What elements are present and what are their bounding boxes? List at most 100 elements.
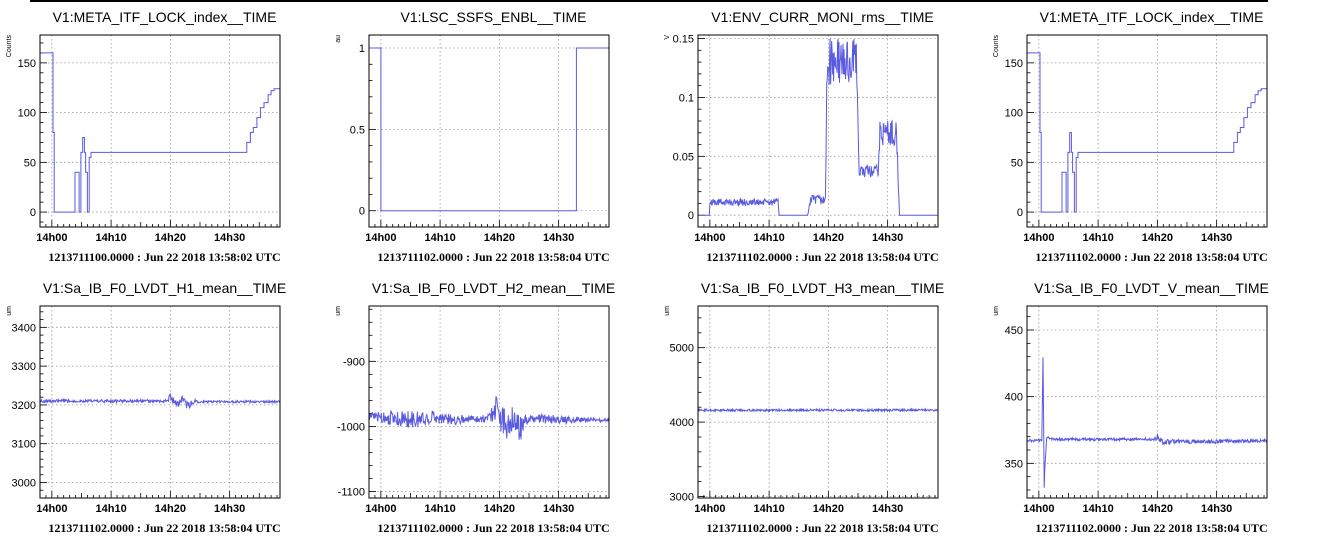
- x-tick-label: 14h00: [36, 503, 67, 515]
- x-tick-label: 14h30: [1201, 503, 1232, 515]
- grid: [1027, 306, 1267, 498]
- chart-title: V1:Sa_IB_F0_LVDT_H3_mean__TIME: [700, 280, 945, 296]
- y-tick-label: -1100: [338, 486, 365, 498]
- y-tick-label: 350: [1005, 458, 1023, 470]
- y-tick-label: 3000: [670, 492, 694, 504]
- x-tick-label: 14h20: [155, 503, 186, 515]
- plot-frame: [368, 305, 610, 499]
- series-line: [697, 407, 939, 414]
- x-tick-label: 14h20: [813, 503, 844, 515]
- x-tick-label: 14h00: [1023, 232, 1054, 244]
- chart-plot: 0 0.5 1 14h00 14h10 14h20 14h30 au: [335, 34, 610, 244]
- axis-ticks: [39, 42, 278, 227]
- y-tick-label: 3100: [12, 439, 36, 451]
- chart-plot: 0 0.05 0.1 0.15 14h00 14h10 14h20 14h30 V: [664, 34, 939, 244]
- chart-timestamp: 1213711102.0000 : Jun 22 2018 13:58:04 U…: [706, 250, 939, 264]
- chart-title: V1:Sa_IB_F0_LVDT_H1_mean__TIME: [42, 280, 287, 296]
- chart-timestamp: 1213711102.0000 : Jun 22 2018 13:58:04 U…: [377, 521, 610, 535]
- axis-ticks: [697, 38, 936, 228]
- axis-ticks: [1026, 316, 1265, 498]
- y-tick-label: 1: [359, 43, 365, 55]
- x-tick-label: 14h10: [96, 232, 127, 244]
- y-tick-label: 3400: [12, 322, 36, 334]
- y-axis-label: um: [664, 306, 671, 316]
- x-tick-label: 14h30: [214, 232, 245, 244]
- grid: [698, 35, 938, 227]
- y-tick-label: 100: [1005, 108, 1023, 120]
- chart-timestamp: 1213711102.0000 : Jun 22 2018 13:58:04 U…: [706, 521, 939, 535]
- chart-title: V1:META_ITF_LOCK_index__TIME: [52, 9, 277, 25]
- x-tick-label: 14h20: [813, 232, 844, 244]
- grid: [698, 306, 938, 498]
- series-line: [1027, 52, 1267, 213]
- series-line: [369, 47, 609, 212]
- y-tick-label: 3000: [12, 477, 36, 489]
- y-tick-label: 0: [30, 207, 36, 219]
- chart-plot: 0 50 100 150 14h00 14h10 14h20 14h30 Counts: [993, 34, 1268, 244]
- y-axis-label: um: [6, 306, 13, 316]
- x-tick-label: 14h20: [1142, 503, 1173, 515]
- y-tick-label: 3200: [12, 400, 36, 412]
- y-tick-label: 150: [1005, 58, 1023, 70]
- chart-plot: 3000 4000 5000 14h00 14h10 14h20 14h30 um: [664, 305, 939, 515]
- chart-title: V1:Sa_IB_F0_LVDT_H2_mean__TIME: [371, 280, 616, 296]
- axis-ticks: [1026, 42, 1265, 227]
- y-tick-label: 3300: [12, 361, 36, 373]
- x-tick-label: 14h20: [484, 232, 515, 244]
- grid: [1027, 35, 1267, 227]
- y-tick-label: 0.15: [673, 34, 694, 46]
- chart-title: V1:ENV_CURR_MONI_rms__TIME: [711, 9, 934, 25]
- y-axis-label: au: [335, 35, 342, 43]
- x-tick-label: 14h10: [754, 232, 785, 244]
- y-tick-label: 0: [688, 210, 694, 222]
- chart-panel: V1:ENV_CURR_MONI_rms__TIME 0 0.05 0.1 0.15 1…: [658, 0, 987, 271]
- chart-panel: V1:LSC_SSFS_ENBL__TIME 0 0.5 1 14h00 14h10 14…: [329, 0, 658, 271]
- series-line: [368, 396, 610, 440]
- chart-panel: V1:Sa_IB_F0_LVDT_H2_mean__TIME -1100 -100…: [329, 271, 658, 542]
- plot-frame: [1026, 305, 1268, 499]
- axis-ticks: [368, 308, 607, 498]
- x-tick-label: 14h00: [1023, 503, 1054, 515]
- y-tick-label: 4000: [670, 417, 694, 429]
- plot-frame: [697, 305, 939, 499]
- chart-title: V1:LSC_SSFS_ENBL__TIME: [400, 9, 587, 25]
- y-tick-label: 50: [24, 157, 36, 169]
- x-tick-label: 14h00: [365, 232, 396, 244]
- y-tick-label: 450: [1005, 325, 1023, 337]
- chart-timestamp: 1213711102.0000 : Jun 22 2018 13:58:04 U…: [377, 250, 610, 264]
- y-tick-label: 400: [1005, 392, 1023, 404]
- grid: [369, 35, 609, 227]
- plot-frame: [1026, 34, 1268, 228]
- chart-title: V1:META_ITF_LOCK_index__TIME: [1039, 9, 1264, 25]
- series-line: [698, 38, 938, 216]
- chart-panel: V1:Sa_IB_F0_LVDT_H3_mean__TIME 3000 4000 5…: [658, 271, 987, 542]
- chart-plot: 350 400 450 14h00 14h10 14h20 14h30 um: [993, 305, 1268, 515]
- x-tick-label: 14h30: [872, 232, 903, 244]
- x-tick-label: 14h00: [365, 503, 396, 515]
- chart-title: V1:Sa_IB_F0_LVDT_V_mean__TIME: [1034, 280, 1269, 296]
- series-line: [40, 52, 280, 213]
- x-tick-label: 14h10: [96, 503, 127, 515]
- x-tick-label: 14h20: [155, 232, 186, 244]
- chart-panel: V1:Sa_IB_F0_LVDT_V_mean__TIME 350 400 450 1…: [987, 271, 1316, 542]
- x-tick-label: 14h00: [694, 503, 725, 515]
- x-tick-label: 14h10: [754, 503, 785, 515]
- chart-plot: -1100 -1000 -900 14h00 14h10 14h20 14h30 um: [335, 305, 610, 515]
- plot-frame: [39, 305, 281, 499]
- y-tick-label: -900: [343, 356, 365, 368]
- plot-frame: [697, 34, 939, 228]
- x-tick-label: 14h10: [1083, 503, 1114, 515]
- x-tick-label: 14h10: [425, 232, 456, 244]
- y-axis-label: um: [993, 306, 1000, 316]
- y-tick-label: 0: [1017, 207, 1023, 219]
- x-tick-label: 14h20: [484, 503, 515, 515]
- grid: [369, 306, 609, 498]
- chart-timestamp: 1213711102.0000 : Jun 22 2018 13:58:04 U…: [48, 521, 281, 535]
- chart-panel: V1:META_ITF_LOCK_index__TIME 0 50 100 150 14…: [0, 0, 329, 271]
- x-tick-label: 14h10: [425, 503, 456, 515]
- x-tick-label: 14h00: [694, 232, 725, 244]
- axis-ticks: [368, 47, 607, 228]
- series-line: [1026, 357, 1268, 488]
- y-tick-label: 100: [18, 108, 36, 120]
- y-axis-label: Counts: [6, 35, 13, 58]
